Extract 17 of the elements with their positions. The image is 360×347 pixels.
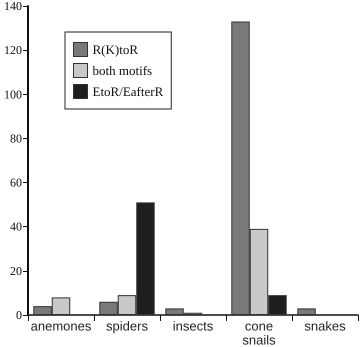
- x-tick-label: insects: [172, 318, 214, 334]
- bar: [297, 308, 316, 315]
- y-tick-label: 100: [4, 87, 22, 102]
- y-tick-label: 60: [10, 176, 22, 190]
- y-tick-label: 80: [10, 131, 22, 146]
- y-tick-label: 40: [10, 220, 22, 234]
- y-tick-label: 140: [4, 0, 22, 13]
- legend-label: both motifs: [92, 63, 152, 78]
- y-tick-label: 120: [4, 43, 22, 58]
- x-tick-label: spiders: [106, 318, 148, 334]
- x-tick-label: anemones: [30, 318, 92, 334]
- legend-label: EtoR/EafterR: [92, 84, 164, 99]
- x-tick-label: snakes: [304, 318, 346, 334]
- y-tick-label: 0: [16, 308, 22, 322]
- y-tick-label: 20: [10, 264, 22, 278]
- x-tick-label: cone snails: [242, 318, 276, 347]
- legend-label: R(K)toR: [92, 42, 138, 57]
